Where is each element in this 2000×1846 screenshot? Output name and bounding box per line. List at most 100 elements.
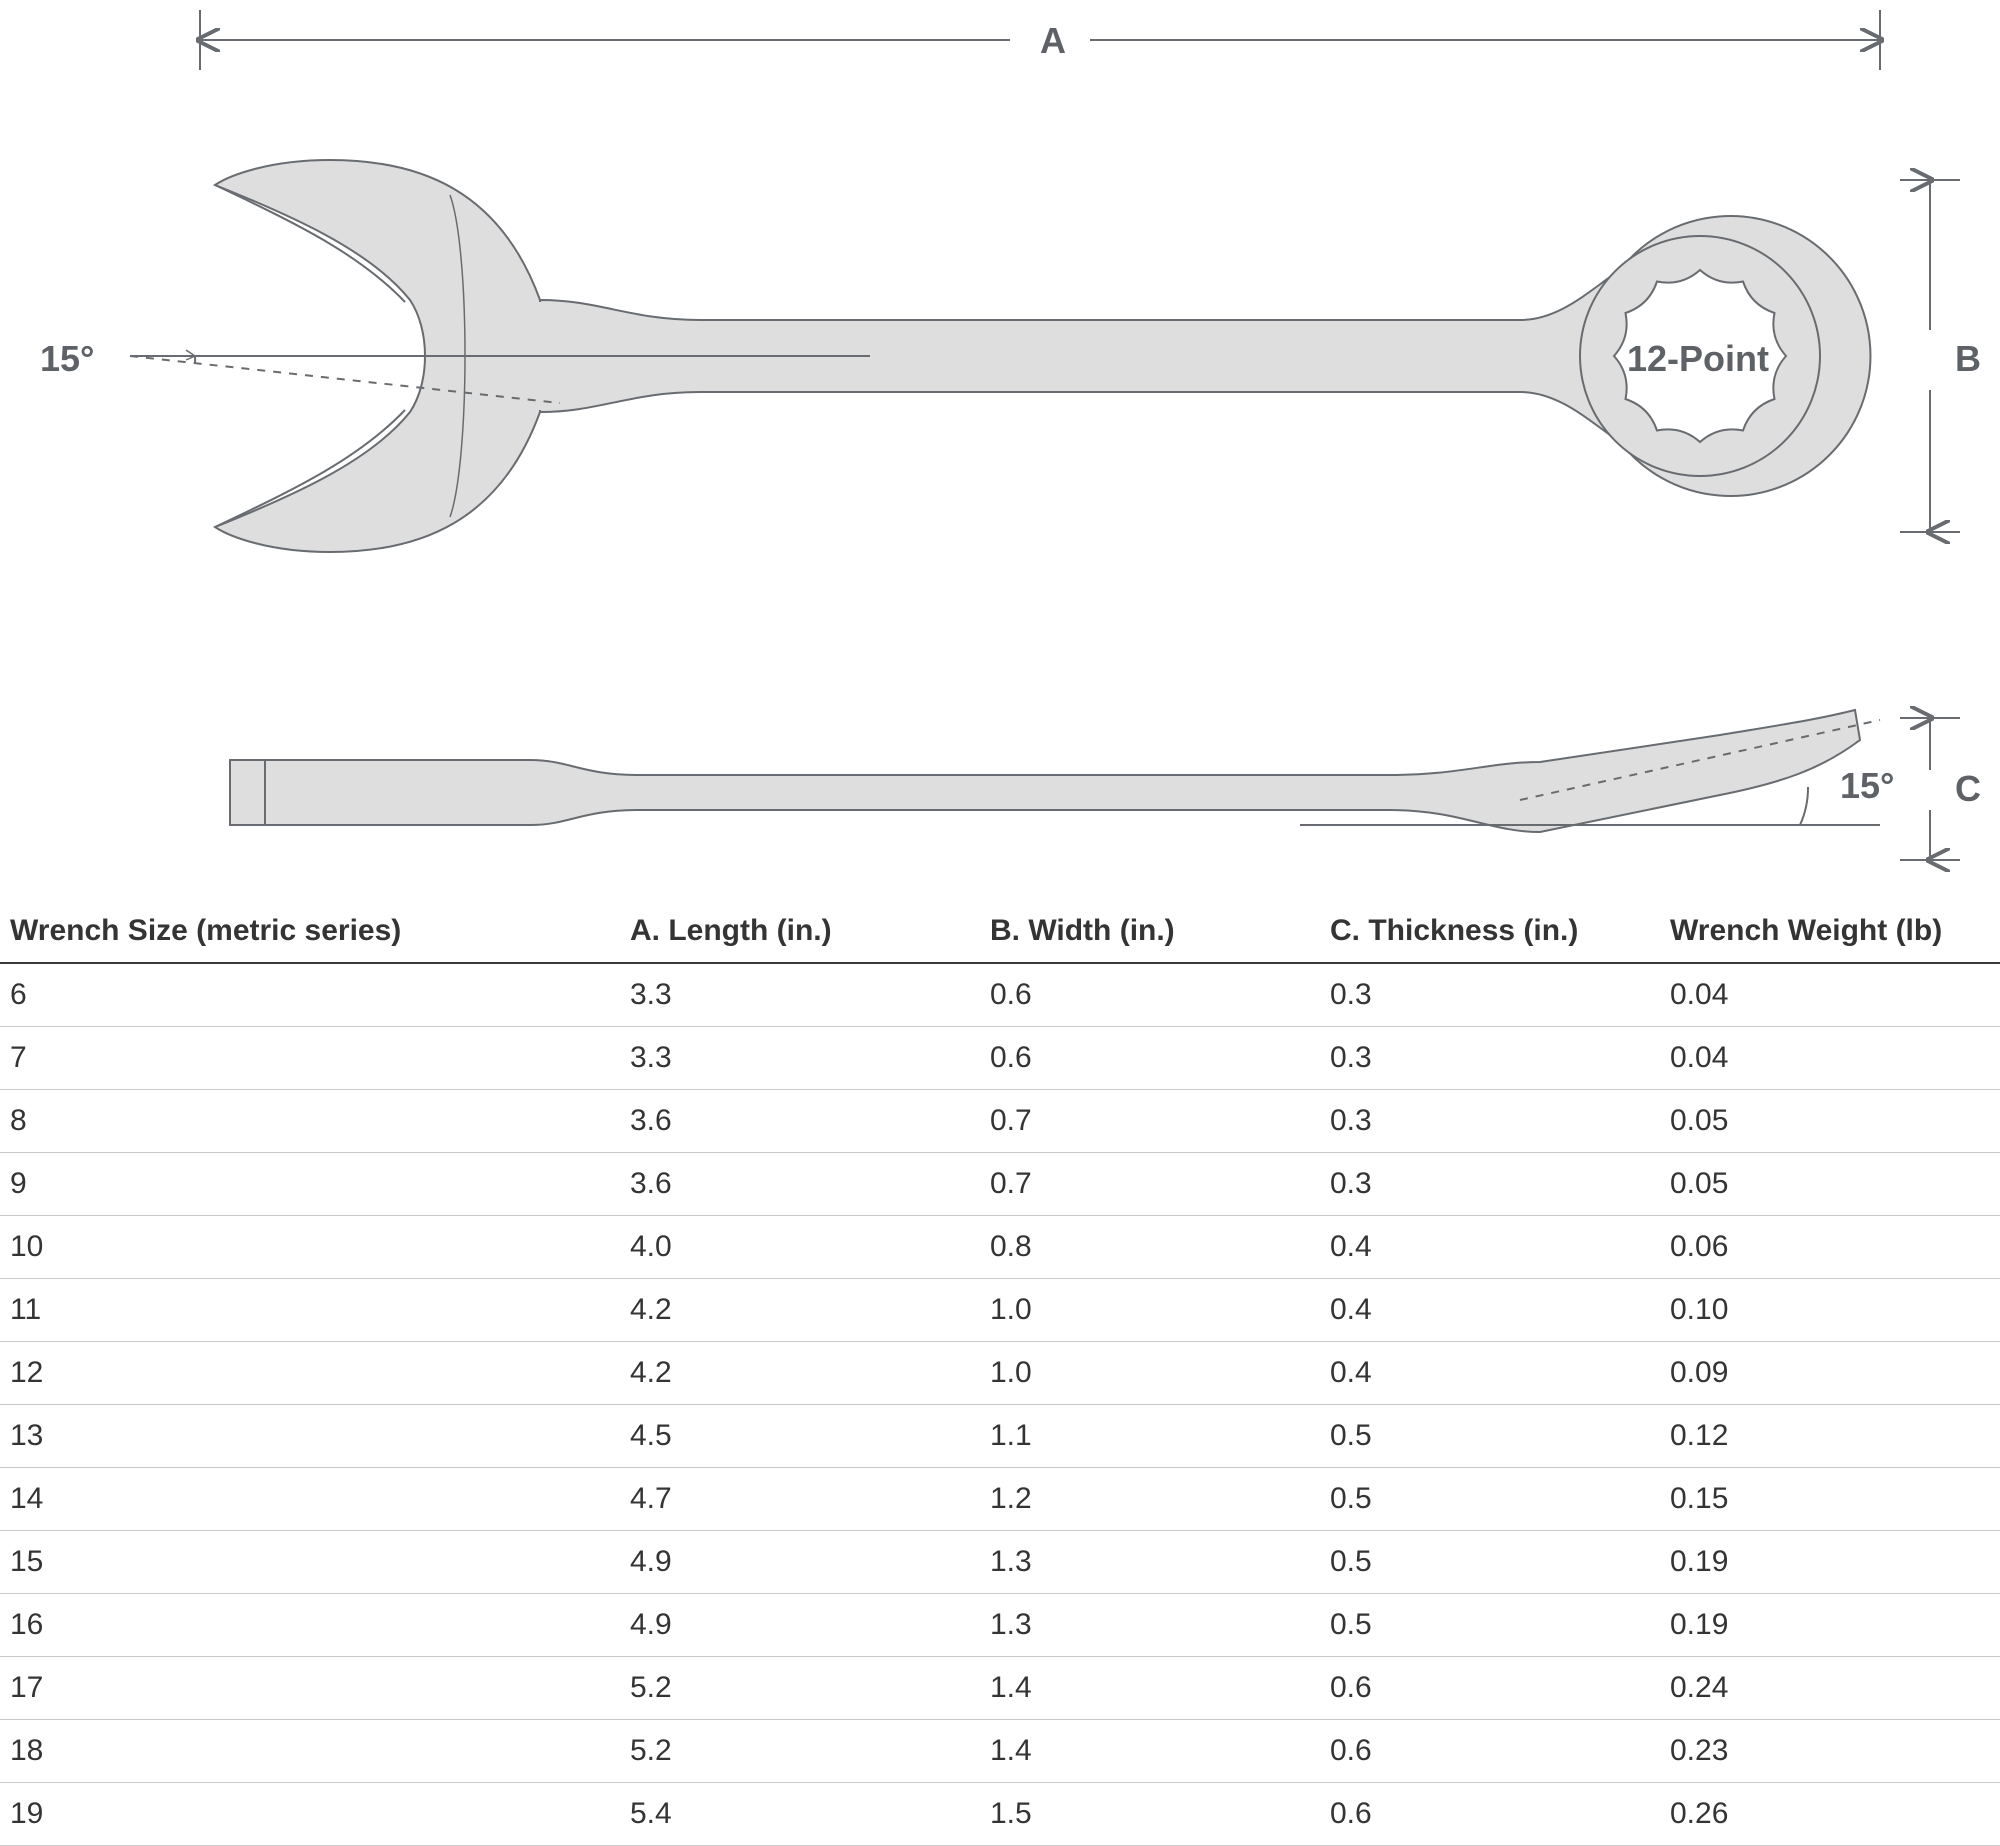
table-cell: 0.09 xyxy=(1660,1342,2000,1405)
table-row: 144.71.20.50.15 xyxy=(0,1468,2000,1531)
table-row: 185.21.40.60.23 xyxy=(0,1720,2000,1783)
table-cell: 0.26 xyxy=(1660,1783,2000,1846)
table-row: 73.30.60.30.04 xyxy=(0,1027,2000,1090)
table-cell: 11 xyxy=(0,1279,620,1342)
table-cell: 0.3 xyxy=(1320,963,1660,1027)
table-cell: 0.4 xyxy=(1320,1279,1660,1342)
table-row: 114.21.00.40.10 xyxy=(0,1279,2000,1342)
table-cell: 0.24 xyxy=(1660,1657,2000,1720)
table-cell: 4.2 xyxy=(620,1342,980,1405)
table-cell: 12 xyxy=(0,1342,620,1405)
table-cell: 4.0 xyxy=(620,1216,980,1279)
table-cell: 0.6 xyxy=(1320,1720,1660,1783)
table-cell: 13 xyxy=(0,1405,620,1468)
table-cell: 0.23 xyxy=(1660,1720,2000,1783)
table-cell: 0.6 xyxy=(1320,1657,1660,1720)
table-cell: 0.04 xyxy=(1660,1027,2000,1090)
dim-b-label: B xyxy=(1955,338,1981,380)
table-cell: 6 xyxy=(0,963,620,1027)
table-cell: 19 xyxy=(0,1783,620,1846)
table-cell: 10 xyxy=(0,1216,620,1279)
table-cell: 1.2 xyxy=(980,1468,1320,1531)
table-row: 93.60.70.30.05 xyxy=(0,1153,2000,1216)
table-cell: 17 xyxy=(0,1657,620,1720)
table-cell: 0.3 xyxy=(1320,1027,1660,1090)
table-row: 195.41.50.60.26 xyxy=(0,1783,2000,1846)
table-cell: 1.5 xyxy=(980,1783,1320,1846)
table-row: 83.60.70.30.05 xyxy=(0,1090,2000,1153)
table-row: 104.00.80.40.06 xyxy=(0,1216,2000,1279)
table-cell: 18 xyxy=(0,1720,620,1783)
table-cell: 0.06 xyxy=(1660,1216,2000,1279)
table-cell: 0.5 xyxy=(1320,1405,1660,1468)
col-length: A. Length (in.) xyxy=(620,900,980,963)
table-header-row: Wrench Size (metric series) A. Length (i… xyxy=(0,900,2000,963)
table-row: 164.91.30.50.19 xyxy=(0,1594,2000,1657)
table-cell: 1.3 xyxy=(980,1594,1320,1657)
table-cell: 15 xyxy=(0,1531,620,1594)
table-cell: 0.19 xyxy=(1660,1594,2000,1657)
table-cell: 0.6 xyxy=(1320,1783,1660,1846)
table-cell: 5.2 xyxy=(620,1657,980,1720)
table-cell: 4.9 xyxy=(620,1594,980,1657)
table-cell: 0.04 xyxy=(1660,963,2000,1027)
table-cell: 0.19 xyxy=(1660,1531,2000,1594)
open-end-angle: 15° xyxy=(40,338,94,380)
table-cell: 4.7 xyxy=(620,1468,980,1531)
table-cell: 0.3 xyxy=(1320,1153,1660,1216)
table-cell: 0.6 xyxy=(980,963,1320,1027)
table-cell: 5.2 xyxy=(620,1720,980,1783)
dim-a-label: A xyxy=(1040,20,1066,62)
table-cell: 0.05 xyxy=(1660,1153,2000,1216)
table-cell: 0.5 xyxy=(1320,1468,1660,1531)
table-cell: 0.7 xyxy=(980,1153,1320,1216)
table-cell: 0.7 xyxy=(980,1090,1320,1153)
table-cell: 3.6 xyxy=(620,1090,980,1153)
dim-c-label: C xyxy=(1955,768,1981,810)
table-cell: 0.4 xyxy=(1320,1342,1660,1405)
table-cell: 5.4 xyxy=(620,1783,980,1846)
table-cell: 3.3 xyxy=(620,1027,980,1090)
col-thickness: C. Thickness (in.) xyxy=(1320,900,1660,963)
table-cell: 7 xyxy=(0,1027,620,1090)
table-cell: 0.5 xyxy=(1320,1594,1660,1657)
box-end-angle: 15° xyxy=(1840,765,1894,807)
table-cell: 0.12 xyxy=(1660,1405,2000,1468)
table-cell: 0.05 xyxy=(1660,1090,2000,1153)
table-cell: 0.5 xyxy=(1320,1531,1660,1594)
table-cell: 0.15 xyxy=(1660,1468,2000,1531)
table-row: 124.21.00.40.09 xyxy=(0,1342,2000,1405)
table-cell: 4.2 xyxy=(620,1279,980,1342)
wrench-side-view xyxy=(230,710,1860,832)
table-cell: 3.3 xyxy=(620,963,980,1027)
table-cell: 1.1 xyxy=(980,1405,1320,1468)
specs-table: Wrench Size (metric series) A. Length (i… xyxy=(0,900,2000,1846)
table-cell: 9 xyxy=(0,1153,620,1216)
table-cell: 16 xyxy=(0,1594,620,1657)
table-row: 134.51.10.50.12 xyxy=(0,1405,2000,1468)
table-row: 175.21.40.60.24 xyxy=(0,1657,2000,1720)
table-cell: 1.0 xyxy=(980,1279,1320,1342)
table-row: 154.91.30.50.19 xyxy=(0,1531,2000,1594)
wrench-diagram: A B C 15° 15° 12-Point xyxy=(0,0,2000,900)
table-cell: 4.5 xyxy=(620,1405,980,1468)
table-cell: 0.8 xyxy=(980,1216,1320,1279)
table-cell: 0.3 xyxy=(1320,1090,1660,1153)
table-cell: 0.10 xyxy=(1660,1279,2000,1342)
point-label: 12-Point xyxy=(1627,338,1769,380)
table-cell: 4.9 xyxy=(620,1531,980,1594)
table-cell: 8 xyxy=(0,1090,620,1153)
col-weight: Wrench Weight (lb) xyxy=(1660,900,2000,963)
table-cell: 1.4 xyxy=(980,1657,1320,1720)
table-cell: 3.6 xyxy=(620,1153,980,1216)
table-cell: 14 xyxy=(0,1468,620,1531)
table-cell: 1.4 xyxy=(980,1720,1320,1783)
col-size: Wrench Size (metric series) xyxy=(0,900,620,963)
table-cell: 1.0 xyxy=(980,1342,1320,1405)
table-cell: 0.4 xyxy=(1320,1216,1660,1279)
col-width: B. Width (in.) xyxy=(980,900,1320,963)
table-cell: 0.6 xyxy=(980,1027,1320,1090)
table-cell: 1.3 xyxy=(980,1531,1320,1594)
table-row: 63.30.60.30.04 xyxy=(0,963,2000,1027)
wrench-svg xyxy=(0,0,2000,900)
